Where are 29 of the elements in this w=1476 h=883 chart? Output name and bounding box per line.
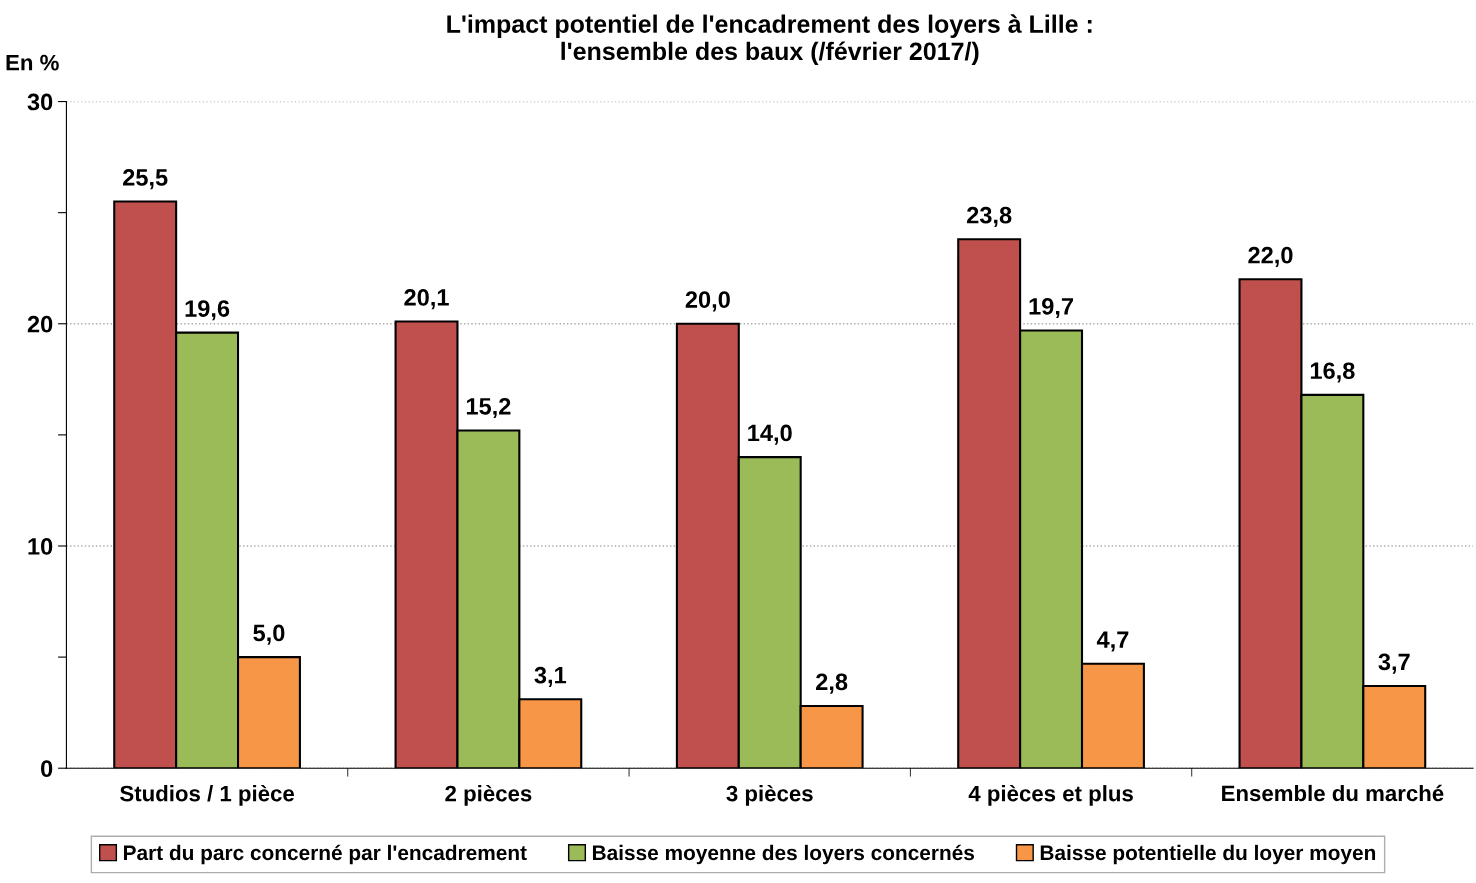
- data-label: 19,6: [185, 300, 230, 321]
- data-label: 20,1: [404, 289, 449, 310]
- data-label: 22,0: [1248, 246, 1293, 267]
- y-tick-label: 10: [28, 538, 53, 555]
- data-label: 19,7: [1029, 297, 1073, 319]
- y-axis-title: En %: [6, 54, 59, 71]
- x-tick-label: 2 pièces: [445, 784, 532, 806]
- data-label: 4,7: [1096, 631, 1129, 652]
- x-tick-label: 3 pièces: [726, 784, 813, 806]
- y-tick-label: 20: [27, 315, 53, 333]
- chart-title: L'impact potentiel de l'encadrement des loyers à Lille : l'ensemble des baux (/février 2017/): [447, 14, 1092, 66]
- data-label: 14,0: [748, 424, 792, 445]
- data-label: 16,8: [1310, 362, 1355, 383]
- y-tick-label: 0: [41, 760, 53, 777]
- y-tick-label: 30: [27, 93, 53, 111]
- data-label: 3,7: [1378, 653, 1410, 674]
- x-tick-label: 4 pièces et plus: [968, 784, 1133, 806]
- data-label: 5,0: [253, 624, 285, 645]
- legend-label: Part du parc concerné par l'encadrement: [124, 844, 527, 865]
- data-label: 3,1: [534, 666, 567, 687]
- data-label: 23,8: [967, 206, 1012, 227]
- x-tick-label: Ensemble du marché: [1222, 784, 1444, 802]
- legend-label: Baisse moyenne des loyers concernés: [592, 844, 975, 865]
- data-label: 15,2: [466, 397, 511, 419]
- data-label: 20,0: [685, 291, 730, 312]
- data-label: 25,5: [123, 169, 168, 190]
- legend-label: Baisse potentielle du loyer moyen: [1040, 844, 1376, 865]
- x-tick-label: Studios / 1 pièce: [120, 784, 295, 806]
- data-label: 2,8: [816, 673, 848, 694]
